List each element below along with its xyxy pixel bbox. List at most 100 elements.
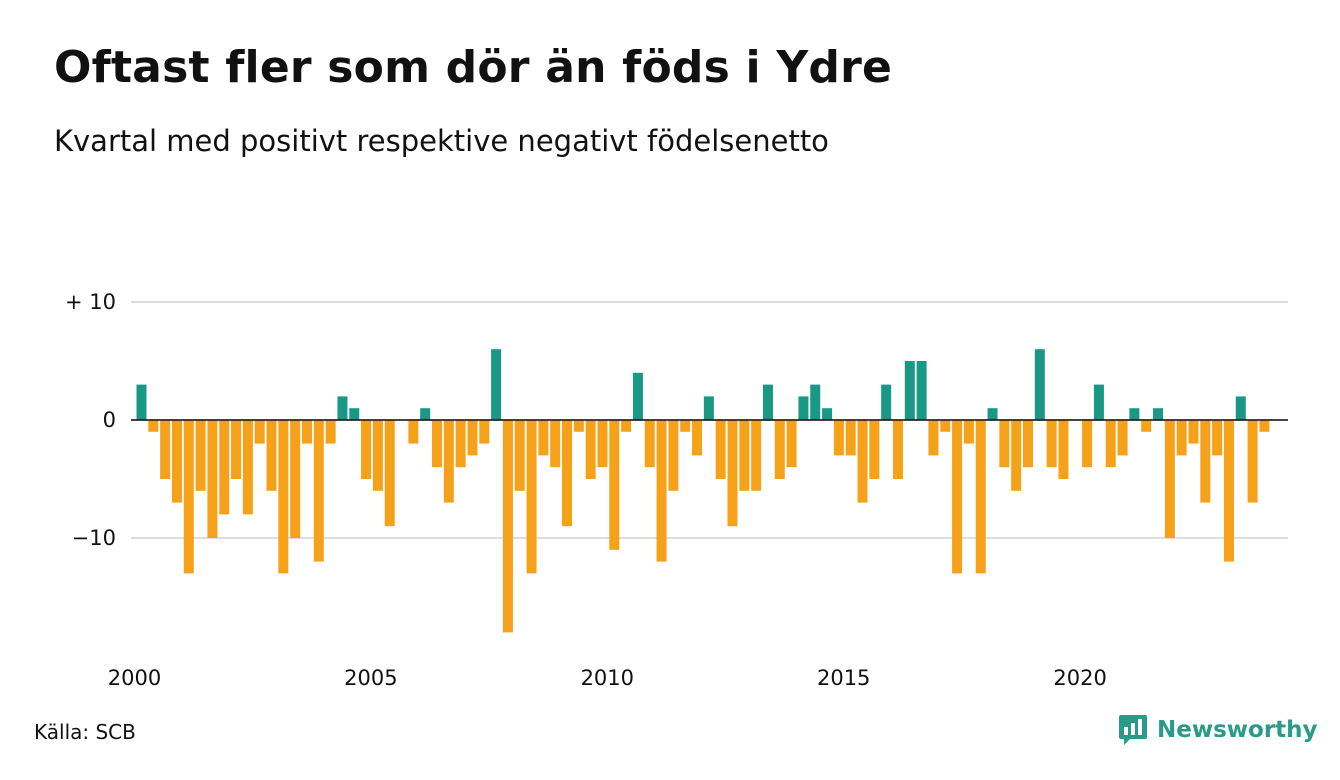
newsworthy-logo-icon [1119, 715, 1147, 745]
bar [1046, 420, 1057, 468]
bar [502, 420, 513, 633]
bar [1200, 420, 1211, 503]
bar [432, 420, 442, 468]
bar [266, 420, 277, 491]
bar [916, 361, 927, 420]
bar [455, 420, 466, 468]
bar [892, 420, 903, 479]
bar [1153, 408, 1164, 420]
bar [632, 372, 643, 420]
bar [845, 420, 856, 456]
bar [290, 420, 301, 538]
bar [491, 349, 502, 420]
bar [1164, 420, 1175, 538]
bar [774, 420, 785, 479]
bar [467, 420, 478, 456]
bar [703, 396, 714, 420]
x-tick-label: 2020 [1053, 666, 1106, 690]
bar [1259, 420, 1270, 432]
bar [443, 420, 454, 503]
bar [183, 420, 194, 574]
bar [680, 420, 691, 432]
bar [1105, 420, 1116, 468]
bar [585, 420, 596, 479]
bar [727, 420, 738, 527]
bar [1117, 420, 1128, 456]
bar [219, 420, 230, 515]
bar [822, 408, 833, 420]
bar [1023, 420, 1033, 468]
bar [1129, 408, 1140, 420]
x-tick-label: 2000 [108, 666, 161, 690]
bar [597, 420, 608, 468]
brand-logo: Newsworthy [1118, 714, 1318, 746]
bar [207, 420, 218, 538]
bar [869, 420, 880, 479]
bar [313, 420, 324, 562]
bar [550, 420, 561, 468]
bar [975, 420, 986, 574]
bar [479, 420, 490, 444]
bar [278, 420, 289, 574]
bar [384, 420, 395, 527]
bar [514, 420, 525, 491]
bar [1141, 420, 1152, 432]
bar [136, 384, 147, 420]
brand-name: Newsworthy [1157, 717, 1318, 743]
bar [963, 420, 974, 444]
bar [420, 408, 431, 420]
bar [1223, 420, 1234, 562]
bar [242, 420, 253, 515]
bar [715, 420, 726, 479]
bar [857, 420, 868, 503]
bar-chart: + 10 0 −10 2000 2005 2010 2015 2020 [65, 290, 1288, 690]
bar [160, 420, 171, 479]
bar [656, 420, 667, 562]
bar [1058, 420, 1069, 479]
bar [301, 420, 312, 444]
bar [999, 420, 1010, 468]
bar [349, 408, 360, 420]
bar [833, 420, 844, 456]
bar [739, 420, 750, 491]
bar [1034, 349, 1045, 420]
bar [928, 420, 939, 456]
bar [668, 420, 679, 491]
chart-subtitle: Kvartal med positivt respektive negativt… [54, 124, 829, 158]
bar [987, 408, 998, 420]
bar [337, 396, 348, 420]
bar [148, 420, 159, 432]
bar [1176, 420, 1187, 456]
bar [1093, 384, 1104, 420]
bar [751, 420, 762, 491]
bar [609, 420, 620, 550]
bar [644, 420, 655, 468]
x-tick-label: 2015 [817, 666, 870, 690]
bar [408, 420, 419, 444]
bar [952, 420, 963, 574]
source-label: Källa: SCB [34, 720, 136, 744]
bar [904, 361, 915, 420]
bar [881, 384, 892, 420]
bar [1011, 420, 1022, 491]
bar [1212, 420, 1223, 456]
bar [254, 420, 265, 444]
y-tick-label: + 10 [65, 290, 116, 314]
bar [325, 420, 336, 444]
chart-title: Oftast fler som dör än föds i Ydre [54, 42, 893, 93]
x-tick-label: 2010 [581, 666, 634, 690]
x-tick-label: 2005 [344, 666, 397, 690]
y-tick-label: −10 [72, 526, 116, 550]
bar [692, 420, 703, 456]
bar [573, 420, 584, 432]
bar [195, 420, 206, 491]
bar [538, 420, 549, 456]
bar [171, 420, 182, 503]
bar [762, 384, 773, 420]
bar [798, 396, 809, 420]
bar [526, 420, 537, 574]
bar [231, 420, 242, 479]
bar [1188, 420, 1199, 444]
y-tick-label: 0 [103, 408, 116, 432]
bar [1235, 396, 1246, 420]
